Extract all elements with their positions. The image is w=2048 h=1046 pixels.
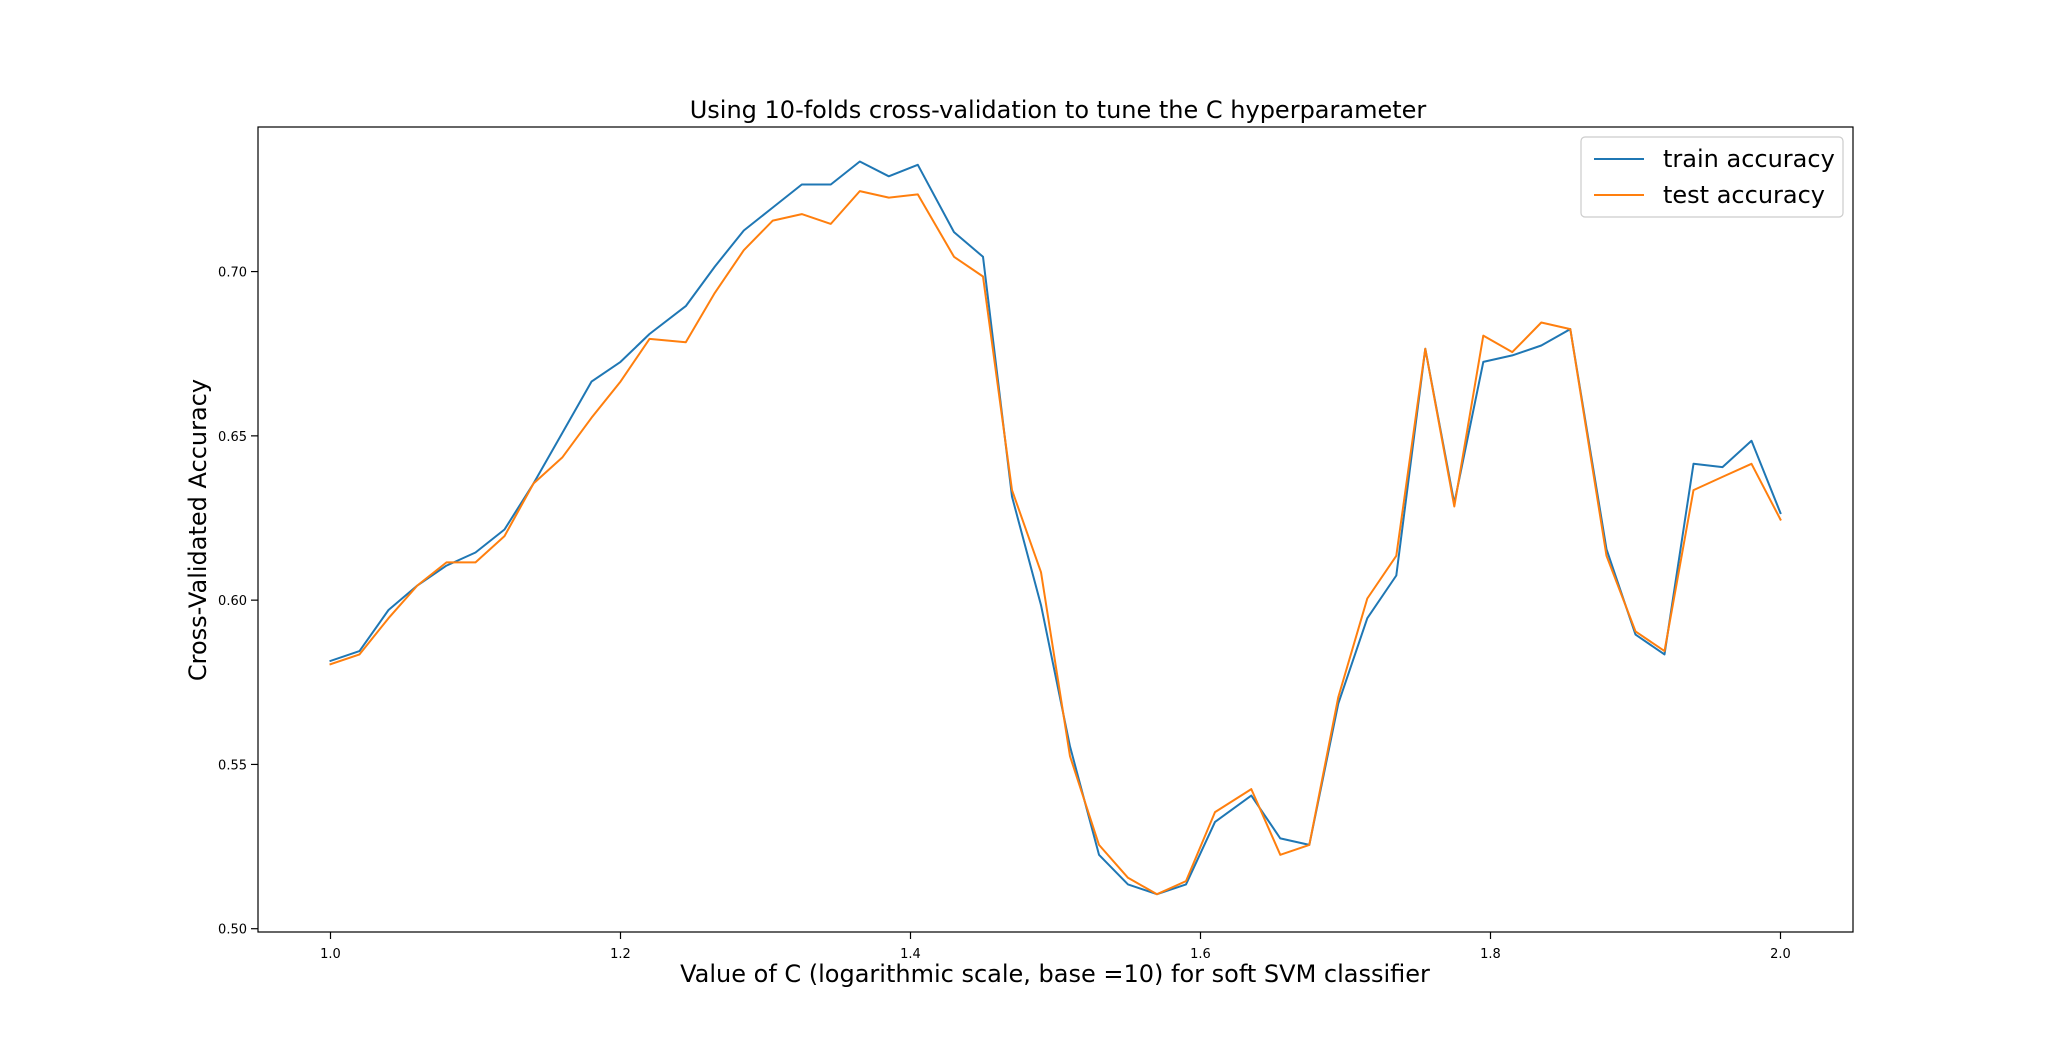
x-axis-label: Value of C (logarithmic scale, base =10)… (680, 960, 1430, 988)
x-tick-label: 1.6 (1190, 947, 1211, 962)
y-tick-label: 0.65 (218, 430, 247, 445)
chart-title: Using 10-folds cross-validation to tune … (690, 96, 1427, 124)
legend-frame (1580, 136, 1844, 218)
x-tick-label: 1.2 (610, 947, 631, 962)
series-line-test-accuracy (329, 190, 1782, 896)
y-tick-label: 0.50 (218, 923, 247, 938)
y-axis-label: Cross-Validated Accuracy (184, 379, 212, 681)
legend-items: train accuracy test accuracy (1594, 145, 1835, 209)
x-tick-label: 2.0 (1770, 947, 1791, 962)
series-lines (329, 160, 1782, 896)
legend-label-train-accuracy: train accuracy (1663, 145, 1835, 173)
y-tick-label: 0.60 (218, 594, 247, 609)
x-tick-label: 1.4 (900, 947, 921, 962)
legend-label-test-accuracy: test accuracy (1663, 181, 1825, 209)
x-tick-label: 1.0 (320, 947, 341, 962)
axis-ticks: 1.0 1.2 1.4 1.6 1.8 2.0 0.50 0.55 0.60 0.65 0.70 (218, 266, 1791, 962)
y-tick-label: 0.55 (218, 758, 247, 773)
series-line-train-accuracy (329, 160, 1782, 896)
x-tick-label: 1.8 (1480, 947, 1501, 962)
legend: train accuracy test accuracy (1580, 136, 1844, 218)
y-tick-label: 0.70 (218, 266, 247, 281)
plot-frame (257, 126, 1854, 933)
